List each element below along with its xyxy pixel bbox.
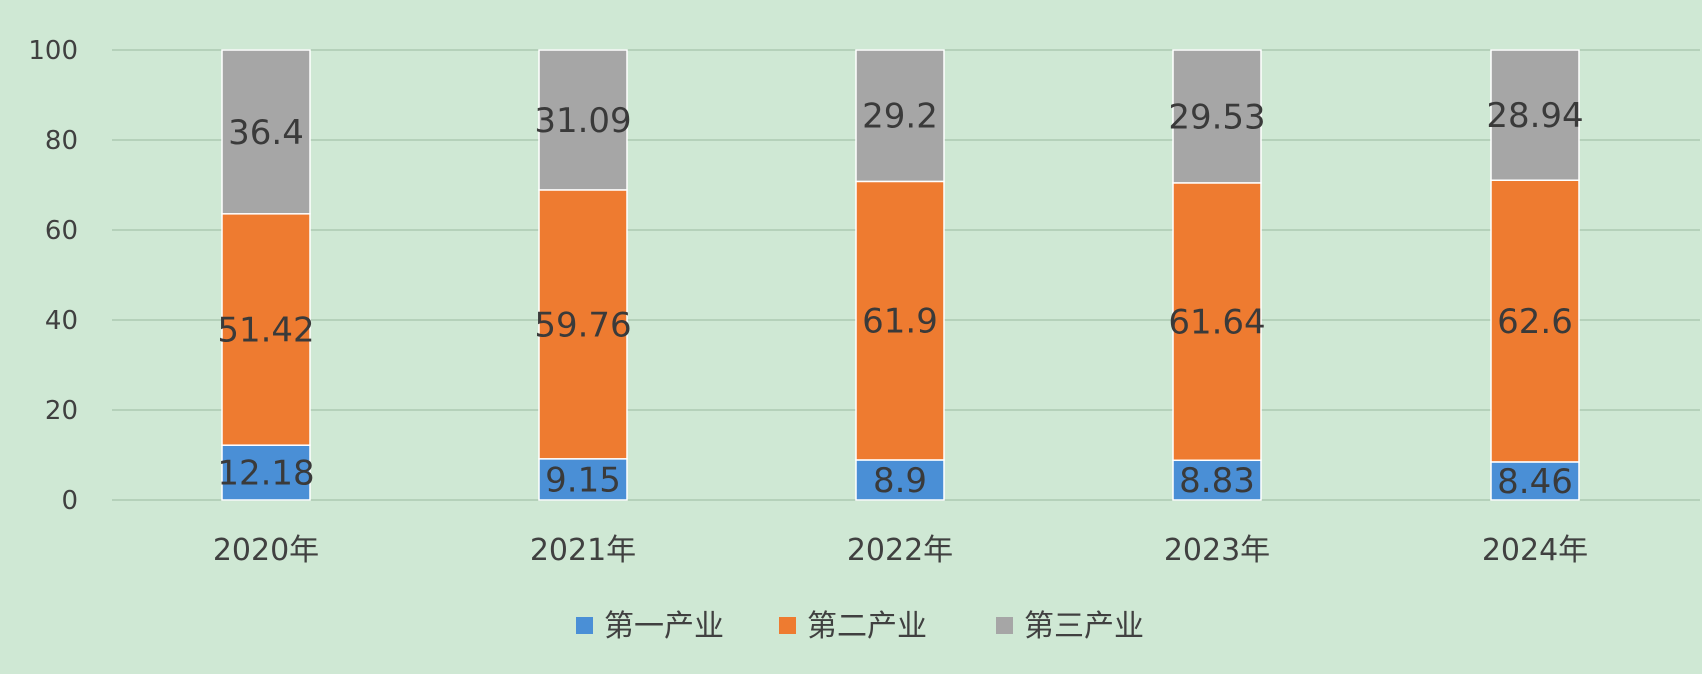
legend-label: 第二产业	[807, 609, 927, 644]
y-tick-label: 20	[45, 396, 78, 426]
data-label: 9.15	[545, 460, 621, 500]
data-label: 62.6	[1497, 302, 1573, 342]
bar-segment	[1172, 182, 1262, 462]
bar-segment	[1490, 49, 1580, 181]
x-tick-label: 2021年	[530, 533, 636, 568]
bar-segment	[855, 49, 945, 183]
data-label: 8.9	[873, 461, 927, 501]
bar-segment	[538, 189, 628, 460]
data-label: 61.9	[862, 302, 938, 342]
y-tick-label: 0	[61, 486, 78, 516]
data-label: 51.42	[217, 310, 314, 350]
legend-swatch	[996, 617, 1013, 634]
bar-segment	[538, 49, 628, 191]
bar-segment	[1172, 49, 1262, 184]
bar-segment	[1490, 461, 1580, 501]
bar-segment	[855, 459, 945, 501]
bar-segment	[1490, 179, 1580, 463]
data-label: 31.09	[534, 101, 631, 141]
data-label: 28.94	[1486, 96, 1583, 136]
data-label: 61.64	[1168, 303, 1265, 343]
legend-label: 第三产业	[1024, 609, 1144, 644]
y-tick-label: 100	[28, 36, 78, 66]
bar-segment	[221, 213, 311, 446]
x-tick-label: 2020年	[213, 533, 319, 568]
bar-segment	[221, 49, 311, 215]
bar-segment	[221, 444, 311, 501]
y-tick-label: 80	[45, 126, 78, 156]
x-tick-label: 2022年	[847, 533, 953, 568]
x-tick-label: 2024年	[1482, 533, 1588, 568]
legend-label: 第一产业	[604, 609, 724, 644]
data-label: 8.46	[1497, 462, 1573, 502]
data-label: 12.18	[217, 454, 314, 494]
data-label: 36.4	[228, 113, 304, 153]
bar-segment	[855, 180, 945, 461]
bar-segment	[1172, 459, 1262, 501]
x-tick-label: 2023年	[1164, 533, 1270, 568]
data-label: 29.2	[862, 97, 938, 137]
data-label: 29.53	[1168, 97, 1265, 137]
legend-swatch	[576, 617, 593, 634]
data-label: 8.83	[1179, 461, 1255, 501]
y-tick-label: 40	[45, 306, 78, 336]
y-tick-label: 60	[45, 216, 78, 246]
data-label: 59.76	[534, 305, 631, 345]
legend-swatch	[779, 617, 796, 634]
